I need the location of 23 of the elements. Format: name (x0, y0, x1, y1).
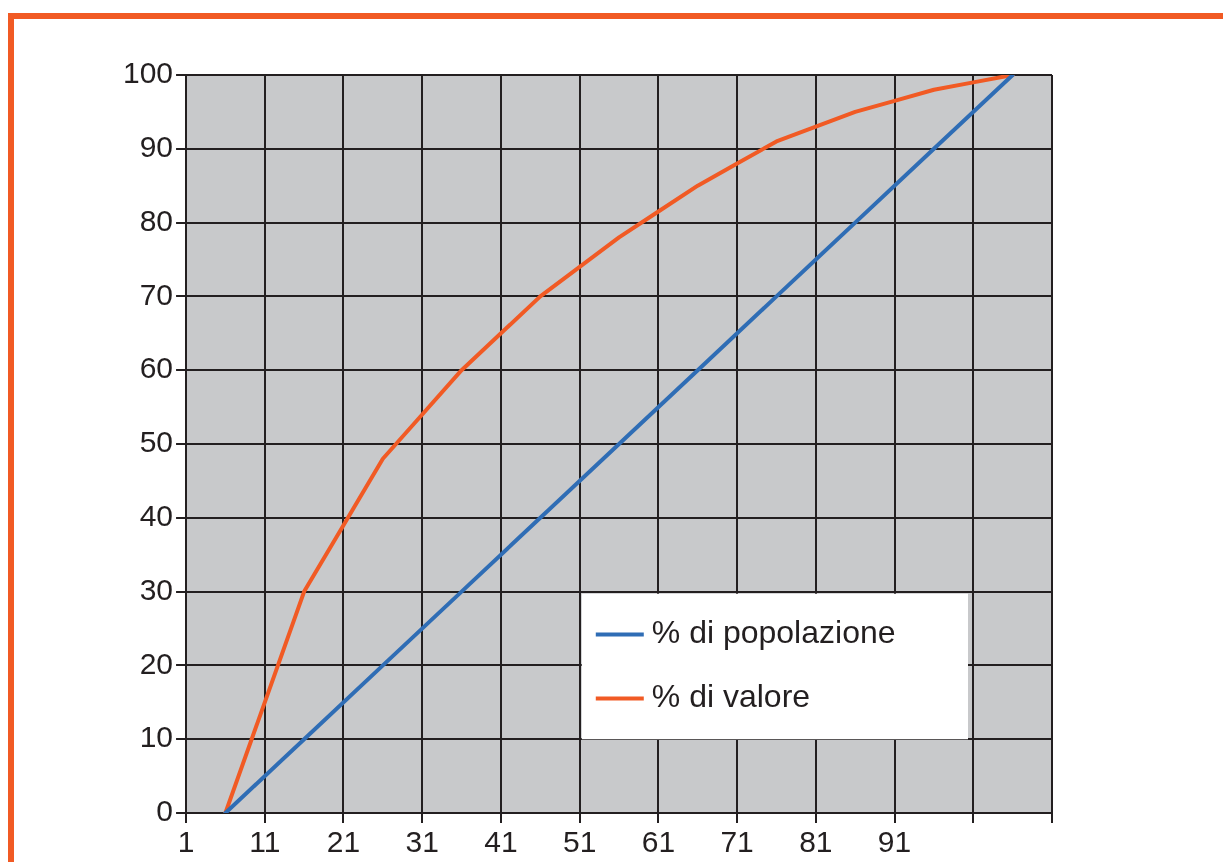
y-tick-label: 20 (139, 646, 174, 680)
x-tick-label: 31 (405, 825, 439, 859)
y-tick-label: 0 (156, 794, 174, 828)
y-tick-label: 80 (139, 203, 174, 237)
x-tick-label: 61 (641, 825, 676, 859)
y-tick-label: 60 (139, 351, 174, 385)
y-tick-label: 30 (139, 572, 174, 606)
y-tick-label: 70 (139, 277, 174, 311)
x-tick-label: 51 (562, 825, 597, 859)
y-tick-label: 10 (139, 720, 174, 754)
legend-label: % di valore (651, 678, 811, 715)
legend-label: % di popolazione (651, 614, 896, 651)
y-tick-label: 100 (122, 56, 174, 90)
y-tick-label: 40 (139, 499, 174, 533)
x-tick-label: 71 (720, 825, 754, 859)
y-tick-label: 90 (139, 130, 174, 164)
x-tick-label: 11 (249, 825, 281, 859)
x-tick-label: 81 (799, 825, 833, 859)
x-tick-label: 21 (326, 825, 361, 859)
y-tick-label: 50 (139, 425, 174, 459)
x-tick-label: 91 (877, 825, 912, 859)
x-tick-label: 1 (177, 825, 195, 859)
x-tick-label: 41 (484, 825, 518, 859)
